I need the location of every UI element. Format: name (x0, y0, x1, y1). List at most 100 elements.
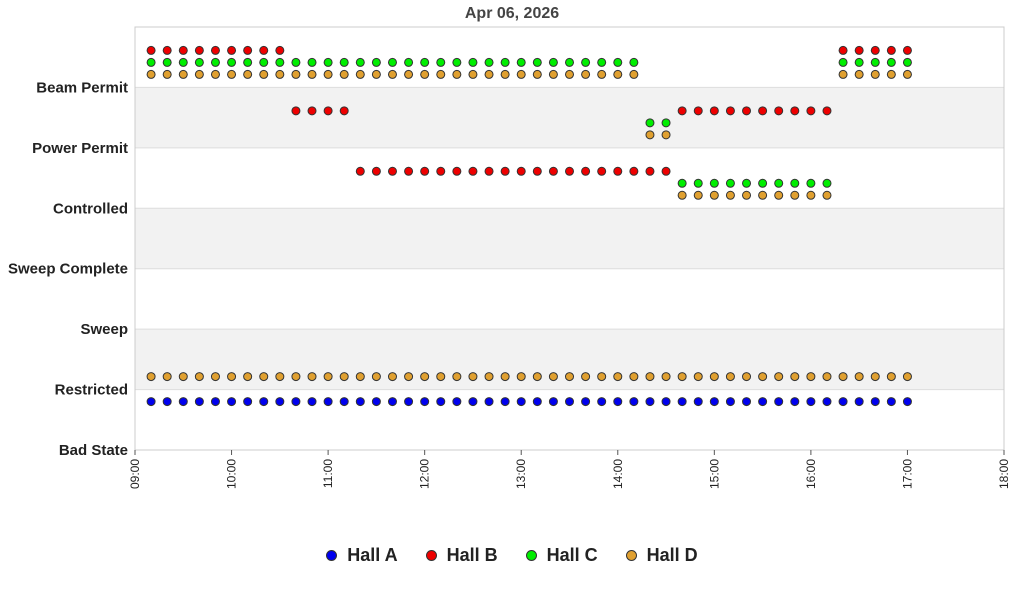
point-hall-a (693, 397, 703, 407)
point-hall-d (291, 69, 301, 79)
y-label-sweep-complete: Sweep Complete (8, 261, 128, 278)
point-hall-d (790, 190, 800, 200)
point-hall-b (243, 45, 253, 55)
point-hall-b (838, 45, 848, 55)
point-hall-b (886, 45, 896, 55)
point-hall-a (790, 397, 800, 407)
point-hall-a (548, 397, 558, 407)
point-hall-c (436, 57, 446, 67)
point-hall-d (210, 69, 220, 79)
point-hall-a (420, 397, 430, 407)
legend-item-hall-c[interactable]: Hall C (525, 545, 598, 566)
legend-item-hall-b[interactable]: Hall B (425, 545, 498, 566)
point-hall-b (307, 106, 317, 116)
point-hall-d (597, 69, 607, 79)
point-hall-d (902, 372, 912, 382)
point-hall-d (870, 69, 880, 79)
point-hall-c (484, 57, 494, 67)
point-hall-d (146, 372, 156, 382)
point-hall-c (146, 57, 156, 67)
point-hall-d (629, 372, 639, 382)
point-hall-a (806, 397, 816, 407)
point-hall-c (355, 57, 365, 67)
point-hall-d (758, 190, 768, 200)
point-hall-b (323, 106, 333, 116)
point-hall-b (597, 166, 607, 176)
point-hall-a (645, 397, 655, 407)
y-label-bad-state: Bad State (59, 442, 128, 459)
point-hall-d (404, 372, 414, 382)
point-hall-b (693, 106, 703, 116)
y-label-restricted: Restricted (55, 382, 128, 399)
point-hall-d (291, 372, 301, 382)
point-hall-b (371, 166, 381, 176)
point-hall-d (758, 372, 768, 382)
point-hall-d (210, 372, 220, 382)
point-hall-d (355, 69, 365, 79)
point-hall-a (162, 397, 172, 407)
x-axis-ticks: 09:00 10:00 11:00 12:00 13:00 14:00 15:00 16:00… (128, 450, 1011, 489)
point-hall-a (758, 397, 768, 407)
chart: Apr 06, 2026 Bad State Restricted Sweep Swe… (8, 5, 1011, 489)
point-hall-a (742, 397, 752, 407)
point-hall-d (243, 372, 253, 382)
point-hall-a (709, 397, 719, 407)
point-hall-d (178, 372, 188, 382)
point-hall-d (371, 69, 381, 79)
point-hall-d (420, 69, 430, 79)
point-hall-b (725, 106, 735, 116)
point-hall-b (902, 45, 912, 55)
point-hall-d (725, 372, 735, 382)
point-hall-a (565, 397, 574, 407)
point-hall-b (210, 45, 220, 55)
point-hall-c (468, 57, 478, 67)
point-hall-d (645, 130, 655, 140)
point-hall-c (597, 57, 607, 67)
y-axis-labels: Bad State Restricted Sweep Sweep Complete Co… (8, 79, 128, 459)
point-hall-d (500, 372, 510, 382)
point-hall-c (902, 57, 912, 67)
point-hall-a (452, 397, 462, 407)
legend-marker (625, 549, 637, 561)
x-tick-label: 15:00 (707, 459, 721, 489)
point-hall-d (339, 372, 349, 382)
point-hall-b (146, 45, 156, 55)
point-hall-a (243, 397, 253, 407)
point-hall-d (709, 372, 719, 382)
legend-item-hall-d[interactable]: Hall D (625, 545, 698, 566)
x-tick-label: 10:00 (225, 459, 239, 489)
point-hall-d (387, 69, 397, 79)
point-hall-b (870, 45, 880, 55)
legend-item-hall-a[interactable]: Hall A (326, 545, 398, 566)
point-hall-c (162, 57, 172, 67)
point-hall-c (742, 178, 752, 188)
point-hall-b (178, 45, 188, 55)
point-hall-c (210, 57, 220, 67)
point-hall-b (387, 166, 397, 176)
legend: Hall A Hall B Hall C Hall D (0, 540, 1024, 570)
point-hall-d (532, 69, 542, 79)
point-hall-d (323, 372, 333, 382)
point-hall-d (468, 372, 478, 382)
point-hall-d (355, 372, 365, 382)
point-hall-d (452, 372, 462, 382)
point-hall-d (259, 69, 269, 79)
point-hall-d (420, 372, 430, 382)
point-hall-d (162, 372, 172, 382)
point-hall-b (275, 45, 285, 55)
point-hall-c (838, 57, 848, 67)
legend-marker (525, 549, 537, 561)
point-hall-d (613, 69, 623, 79)
point-hall-a (275, 397, 285, 407)
point-hall-a (774, 397, 784, 407)
point-hall-a (178, 397, 188, 407)
point-hall-d (484, 69, 494, 79)
legend-marker (425, 549, 437, 561)
point-hall-d (581, 372, 591, 382)
point-hall-d (500, 69, 510, 79)
chart-title: Apr 06, 2026 (465, 5, 559, 22)
point-hall-a (387, 397, 397, 407)
point-hall-d (597, 372, 607, 382)
point-hall-b (194, 45, 204, 55)
point-hall-c (790, 178, 800, 188)
